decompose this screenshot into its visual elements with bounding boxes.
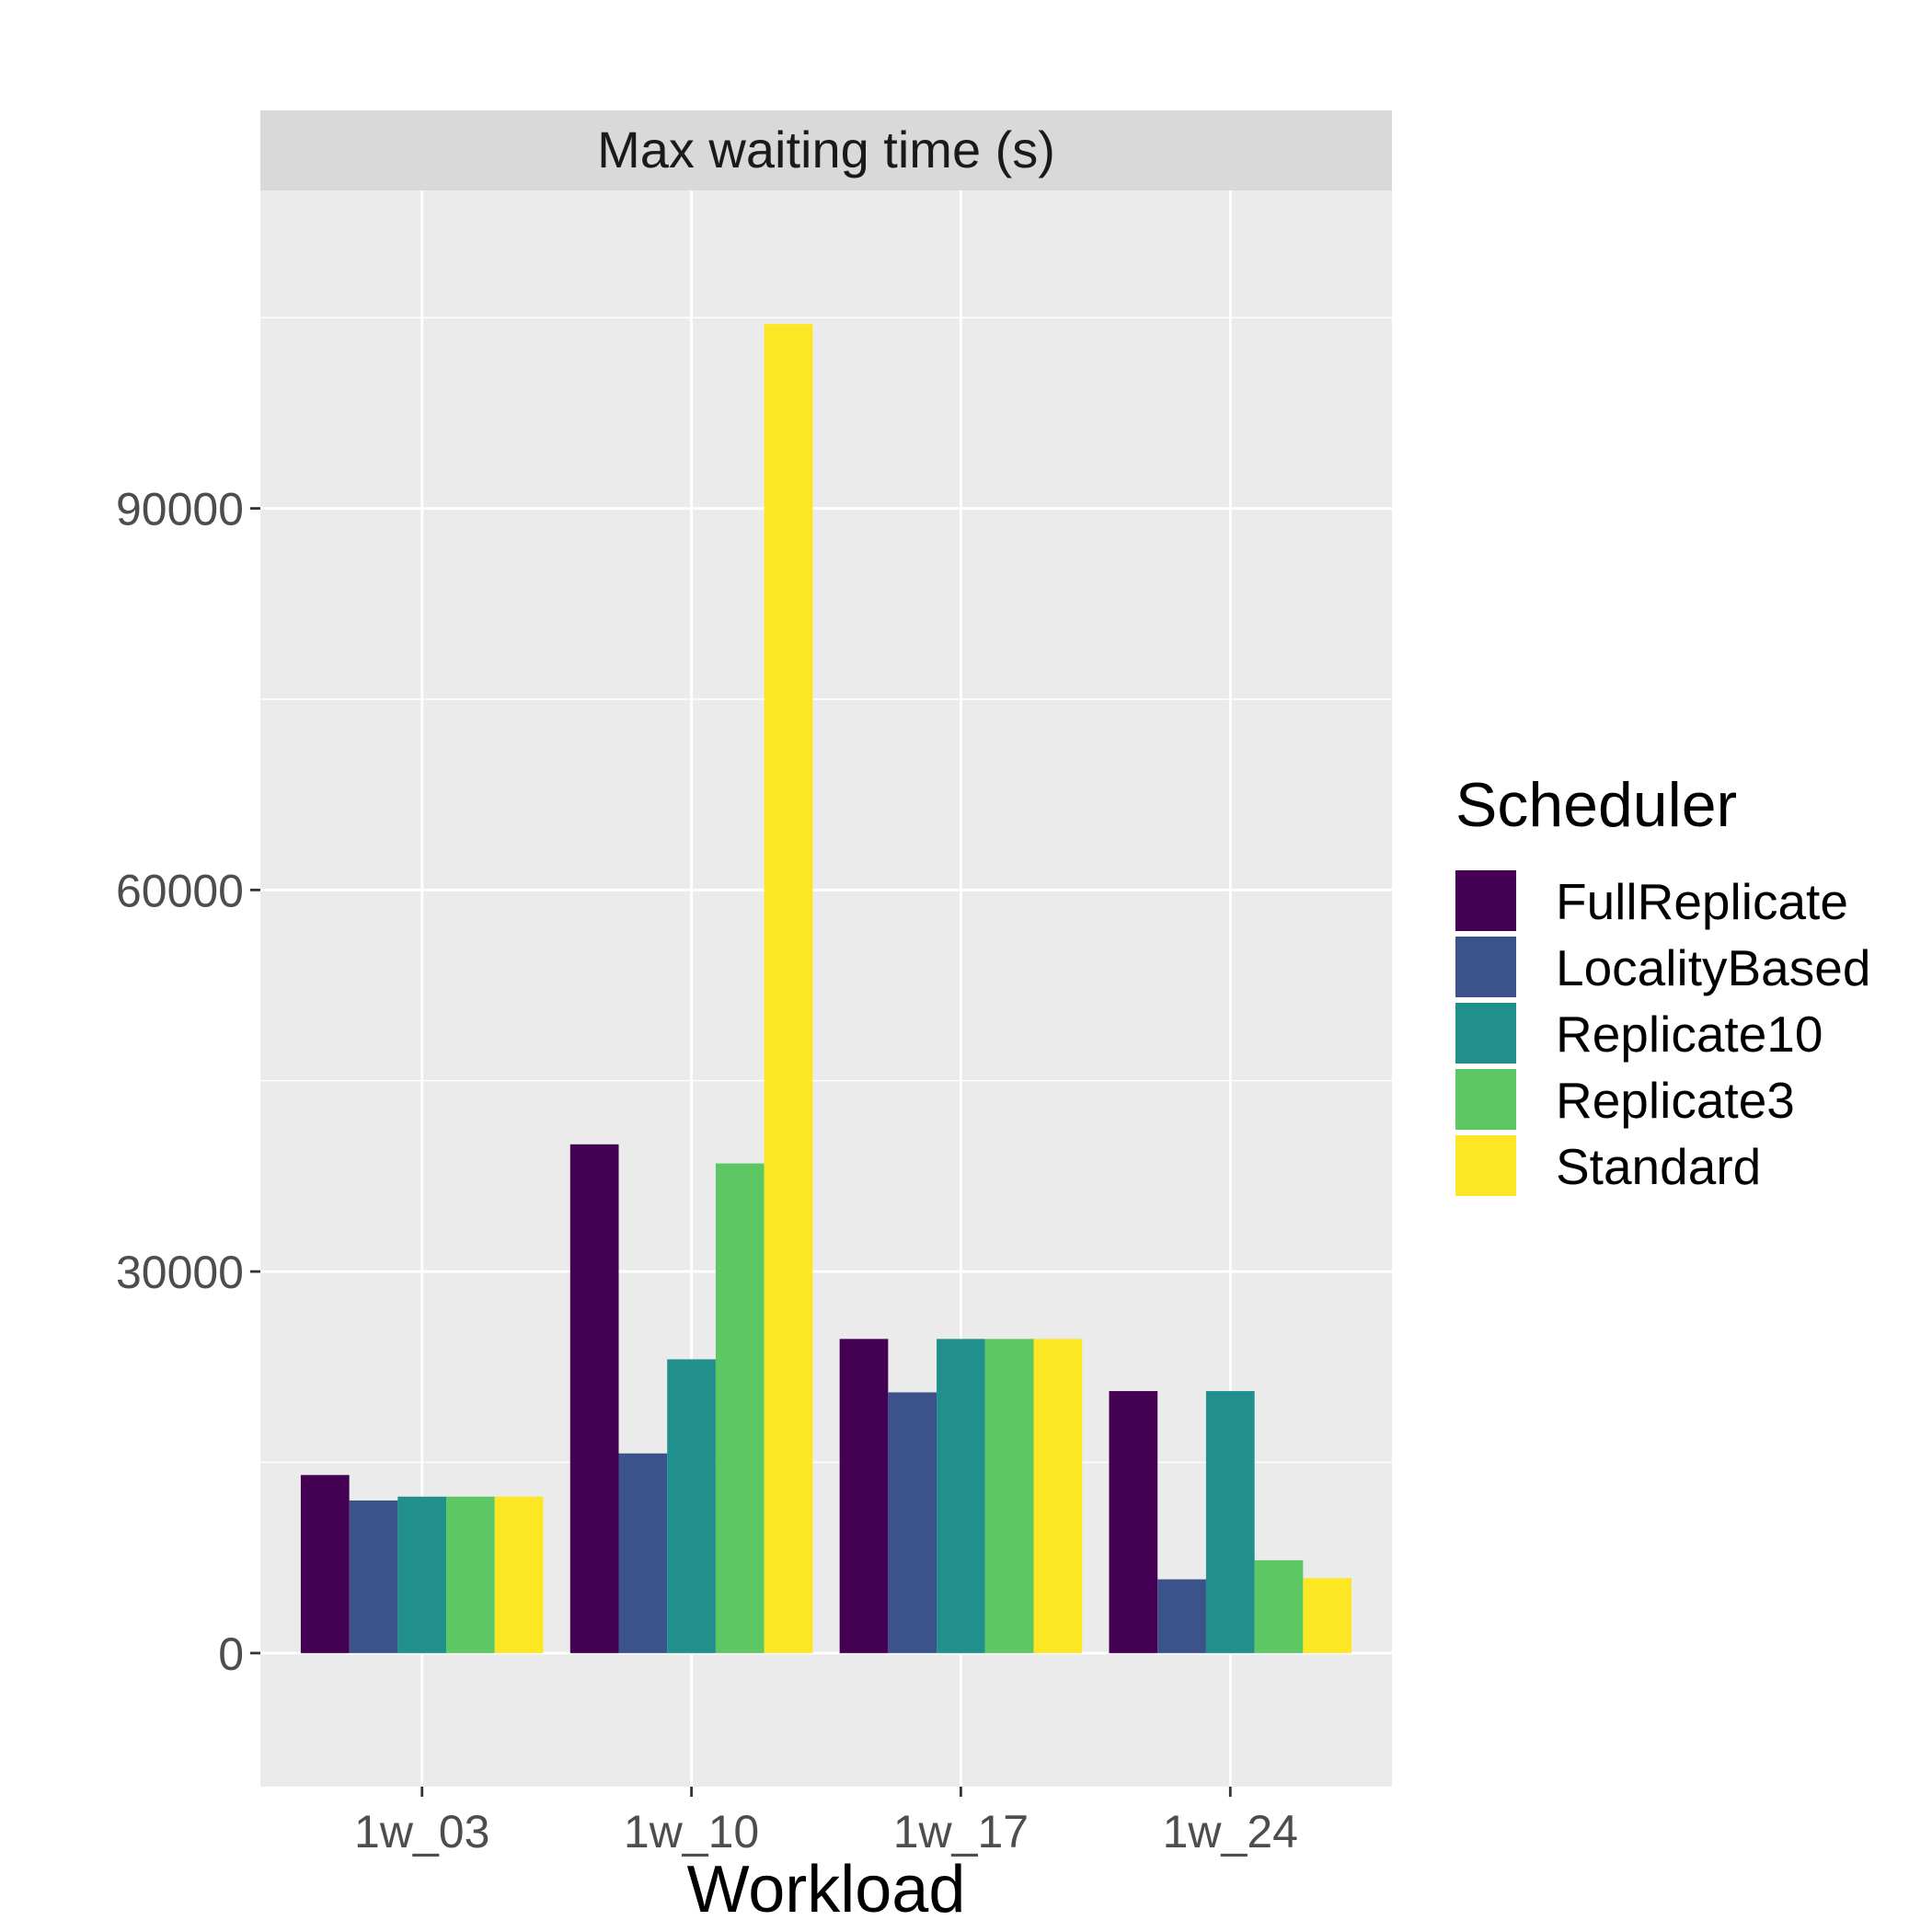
legend-key-Standard: [1455, 1135, 1516, 1196]
y-tick-label: 0: [218, 1628, 244, 1680]
facet-strip: Max waiting time (s): [260, 110, 1392, 190]
legend-key-LocalityBased: [1455, 937, 1516, 997]
y-tick-label: 90000: [116, 484, 244, 535]
x-tick-label: 1w_03: [354, 1806, 489, 1857]
bar-Replicate3-1w_03: [446, 1496, 495, 1653]
legend-label-LocalityBased: LocalityBased: [1556, 939, 1870, 996]
bar-Replicate10-1w_10: [667, 1359, 716, 1653]
bar-Standard-1w_03: [494, 1496, 544, 1653]
bar-LocalityBased-1w_03: [349, 1500, 398, 1653]
bar-FullReplicate-1w_03: [300, 1475, 350, 1653]
x-tick-label: 1w_17: [893, 1806, 1029, 1857]
y-tick-label: 60000: [116, 865, 244, 916]
legend-label-Replicate3: Replicate3: [1556, 1072, 1795, 1129]
facet-strip-background: [260, 110, 1392, 190]
x-tick-label: 1w_24: [1163, 1806, 1298, 1857]
y-axis: 0 30000 60000 90000: [116, 484, 260, 1680]
legend-label-Replicate10: Replicate10: [1556, 1006, 1823, 1063]
bar-Standard-1w_10: [764, 324, 813, 1653]
bar-Replicate3-1w_17: [984, 1339, 1034, 1653]
bars: [300, 324, 1352, 1653]
bar-Replicate10-1w_03: [397, 1496, 447, 1653]
legend-label-Standard: Standard: [1556, 1138, 1761, 1195]
bar-FullReplicate-1w_17: [839, 1339, 889, 1653]
bar-LocalityBased-1w_17: [888, 1392, 937, 1653]
bar-LocalityBased-1w_24: [1157, 1579, 1206, 1653]
bar-Replicate3-1w_10: [715, 1163, 765, 1653]
bar-Standard-1w_24: [1303, 1578, 1352, 1653]
bar-LocalityBased-1w_10: [618, 1453, 668, 1653]
bar-Replicate10-1w_17: [937, 1339, 985, 1653]
bar-Replicate3-1w_24: [1254, 1559, 1304, 1653]
bar-FullReplicate-1w_10: [569, 1144, 619, 1653]
bar-FullReplicate-1w_24: [1109, 1391, 1158, 1653]
legend-title: Scheduler: [1455, 770, 1737, 840]
legend-key-Replicate10: [1455, 1003, 1516, 1064]
legend-key-Replicate3: [1455, 1069, 1516, 1130]
legend-key-FullReplicate: [1455, 870, 1516, 931]
bar-Standard-1w_17: [1033, 1339, 1083, 1653]
legend-label-FullReplicate: FullReplicate: [1556, 873, 1848, 930]
x-axis: 1w_03 1w_10 1w_17 1w_24: [354, 1787, 1298, 1857]
y-tick-label: 30000: [116, 1247, 244, 1298]
bar-Replicate10-1w_24: [1205, 1391, 1255, 1653]
legend: Scheduler FullReplicate LocalityBased Repl…: [1455, 770, 1870, 1196]
x-axis-title: Workload: [687, 1853, 966, 1926]
facet-title: Max waiting time (s): [597, 121, 1055, 178]
x-tick-label: 1w_10: [624, 1806, 759, 1857]
